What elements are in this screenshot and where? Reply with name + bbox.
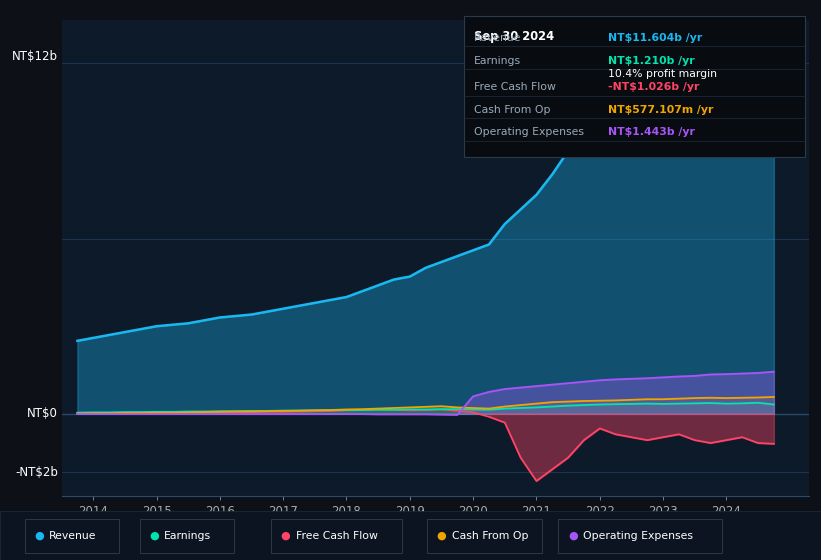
Text: ●: ● bbox=[568, 531, 578, 541]
Text: Operating Expenses: Operating Expenses bbox=[474, 127, 584, 137]
Text: Cash From Op: Cash From Op bbox=[452, 531, 528, 541]
Text: Free Cash Flow: Free Cash Flow bbox=[474, 82, 556, 92]
Text: Earnings: Earnings bbox=[164, 531, 211, 541]
Text: Revenue: Revenue bbox=[474, 33, 521, 43]
Text: -NT$1.026b /yr: -NT$1.026b /yr bbox=[608, 82, 699, 92]
Text: 10.4% profit margin: 10.4% profit margin bbox=[608, 69, 717, 79]
Text: ●: ● bbox=[281, 531, 291, 541]
Text: Free Cash Flow: Free Cash Flow bbox=[296, 531, 378, 541]
Text: NT$0: NT$0 bbox=[27, 407, 57, 421]
Text: NT$11.604b /yr: NT$11.604b /yr bbox=[608, 33, 702, 43]
Text: -NT$2b: -NT$2b bbox=[15, 466, 57, 479]
Text: Operating Expenses: Operating Expenses bbox=[583, 531, 693, 541]
Text: ●: ● bbox=[149, 531, 159, 541]
Text: NT$1.210b /yr: NT$1.210b /yr bbox=[608, 55, 695, 66]
Text: ●: ● bbox=[437, 531, 447, 541]
Text: Earnings: Earnings bbox=[474, 55, 521, 66]
Text: Cash From Op: Cash From Op bbox=[474, 105, 550, 115]
Text: NT$12b: NT$12b bbox=[11, 50, 57, 63]
Text: NT$1.443b /yr: NT$1.443b /yr bbox=[608, 127, 695, 137]
Text: ●: ● bbox=[34, 531, 44, 541]
Text: Sep 30 2024: Sep 30 2024 bbox=[474, 30, 554, 43]
Text: NT$577.107m /yr: NT$577.107m /yr bbox=[608, 105, 713, 115]
Text: Revenue: Revenue bbox=[49, 531, 97, 541]
